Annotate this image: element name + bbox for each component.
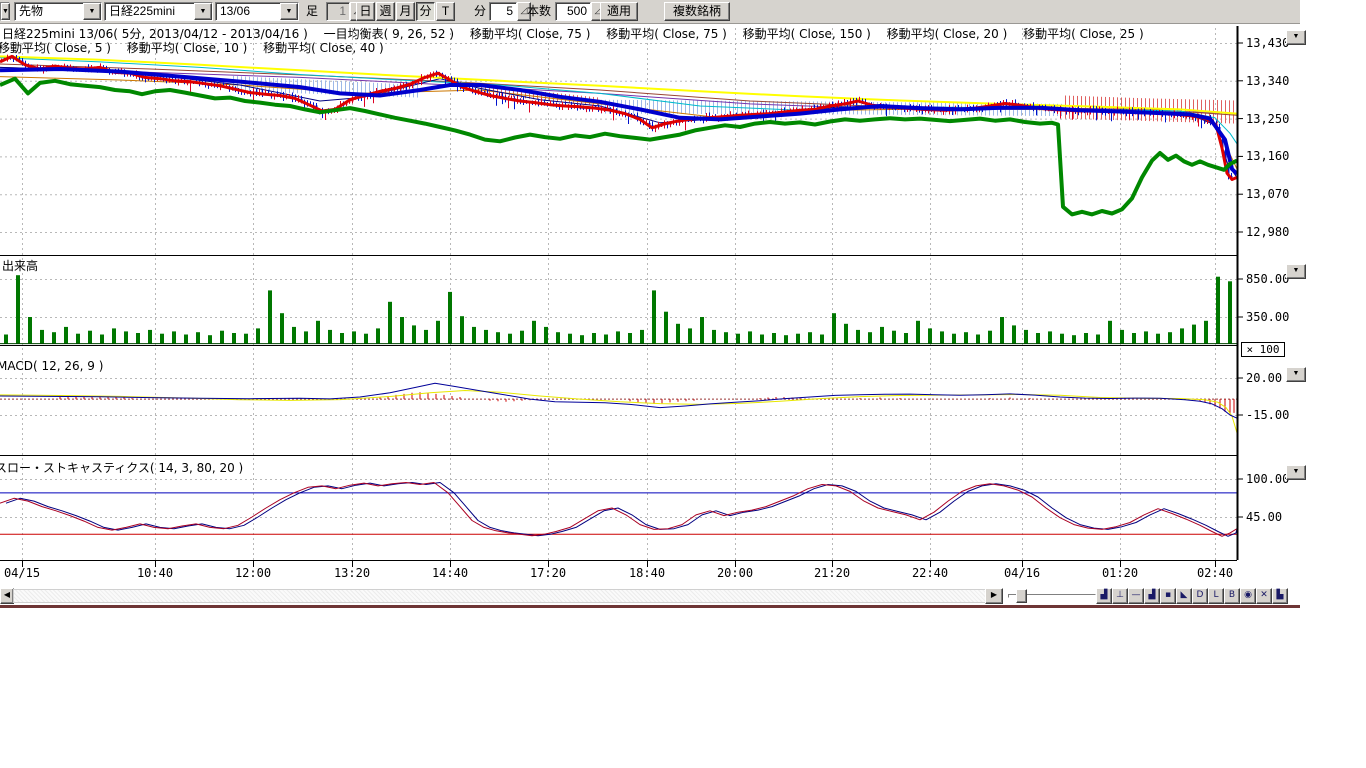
axis-label: 45.00 — [1246, 510, 1282, 524]
price-pane-menu-button[interactable]: ▼ — [1286, 30, 1306, 45]
axis-label: 13,340 — [1246, 74, 1289, 88]
axis-label: 10:40 — [133, 566, 177, 580]
draw-l-icon[interactable]: L — [1208, 588, 1224, 604]
chart-canvas — [0, 0, 1300, 585]
target-icon[interactable]: ◉ — [1240, 588, 1256, 604]
axis-label: -15.00 — [1246, 408, 1289, 422]
horizontal-scrollbar-track[interactable] — [13, 589, 986, 603]
axis-label: 13,070 — [1246, 187, 1289, 201]
volume-pane-label: 出来高 — [2, 257, 38, 274]
macd-pane-label: MACD( 12, 26, 9 ) — [0, 359, 103, 373]
volume-scale-box: × 100 — [1241, 342, 1285, 357]
axis-label: 12:00 — [231, 566, 275, 580]
axis-label: 12,980 — [1246, 225, 1289, 239]
macd-pane-menu-button[interactable]: ▼ — [1286, 367, 1306, 382]
axis-label: 21:20 — [810, 566, 854, 580]
scroll-left-button[interactable]: ◀ — [0, 588, 14, 604]
chart-application-window: ▼ 先物 ▼ 日経225mini ▼ 13/06 ▼ 足 1 ◿ 日 週 月 分… — [0, 0, 1300, 608]
axis-label: 18:40 — [625, 566, 669, 580]
axis-label: 17:20 — [526, 566, 570, 580]
zoom-chart-icon[interactable]: ▙ — [1272, 588, 1288, 604]
axis-label: 20:00 — [713, 566, 757, 580]
axis-label: 04/16 — [1000, 566, 1044, 580]
bottom-bar: ◀ ▶ ▟⊥—▟▪◣DLB◉✕▙ — [0, 588, 1300, 603]
pointer-icon[interactable]: ◣ — [1176, 588, 1192, 604]
stochastics-pane-label: スロー・ストキャスティクス( 14, 3, 80, 20 ) — [0, 459, 243, 476]
axis-label: 13,250 — [1246, 112, 1289, 126]
axis-label: 13,160 — [1246, 149, 1289, 163]
axis-label: 850.00 — [1246, 272, 1289, 286]
line-chart-icon[interactable]: — — [1128, 588, 1144, 604]
axis-label: 04/15 — [0, 566, 44, 580]
delete-icon[interactable]: ✕ — [1256, 588, 1272, 604]
draw-b-icon[interactable]: B — [1224, 588, 1240, 604]
axis-label: 20.00 — [1246, 371, 1282, 385]
axis-label: 13:20 — [330, 566, 374, 580]
histogram-icon[interactable]: ▟ — [1144, 588, 1160, 604]
bar-chart-icon[interactable]: ⊥ — [1112, 588, 1128, 604]
volume-pane-menu-button[interactable]: ▼ — [1286, 264, 1306, 279]
stochastics-pane-menu-button[interactable]: ▼ — [1286, 465, 1306, 480]
draw-d-icon[interactable]: D — [1192, 588, 1208, 604]
candle-chart-icon[interactable]: ▟ — [1096, 588, 1112, 604]
axis-label: 13,430 — [1246, 36, 1289, 50]
axis-label: 350.00 — [1246, 310, 1289, 324]
axis-label: 22:40 — [908, 566, 952, 580]
scroll-right-button[interactable]: ▶ — [985, 588, 1003, 604]
axis-label: 02:40 — [1193, 566, 1237, 580]
zoom-slider-thumb[interactable] — [1016, 589, 1027, 603]
dot-chart-icon[interactable]: ▪ — [1160, 588, 1176, 604]
axis-label: 14:40 — [428, 566, 472, 580]
chart-header-line2: 移動平均( Close, 5 ) 移動平均( Close, 10 ) 移動平均(… — [0, 39, 384, 56]
axis-label: 01:20 — [1098, 566, 1142, 580]
axis-label: 100.00 — [1246, 472, 1289, 486]
